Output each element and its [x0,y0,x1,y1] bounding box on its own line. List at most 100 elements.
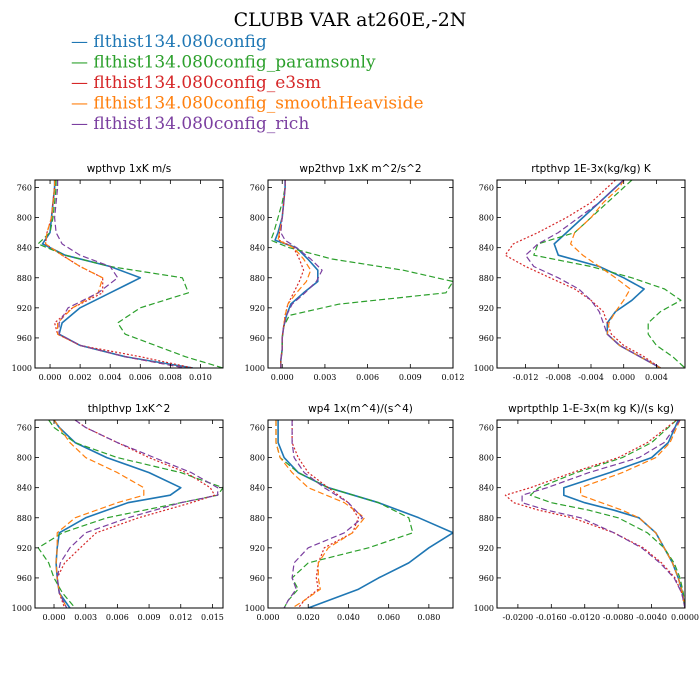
x-tick-label: -0.004 [578,373,604,382]
x-tick-label: 0.012 [442,373,465,382]
y-tick-label: 960 [17,574,32,583]
y-tick-label: 840 [479,244,494,253]
x-tick-label: 0.006 [106,613,129,622]
series-line [275,420,366,608]
panel-title: wp2thvp 1xK m^2/s^2 [299,163,421,175]
x-tick-label: 0.015 [201,613,224,622]
plot-frame [496,419,686,609]
x-tick-label: 0.003 [313,373,336,382]
y-tick-label: 920 [17,544,32,553]
y-tick-label: 840 [250,484,265,493]
y-tick-label: 960 [250,574,265,583]
x-tick-label: 0.004 [99,373,122,382]
y-tick-label: 920 [250,544,265,553]
series-line [53,420,182,608]
legend-entry: — flthist134.080config_paramsonly [71,53,376,73]
plot-frame [34,179,224,369]
chart-panel: rtpthvp 1E-3x(kg/kg) K 760 800 840 880 920 960… [474,163,686,382]
y-tick-label: 800 [17,214,32,223]
y-tick-label: 1000 [12,364,32,373]
x-tick-label: 0.004 [645,373,668,382]
series-line [579,420,685,608]
x-tick-label: 0.009 [399,373,422,382]
legend: — flthist134.080config— flthist134.080co… [71,32,424,134]
y-tick-label: 1000 [474,604,494,613]
x-tick-label: 0.080 [417,613,440,622]
legend-entry: — flthist134.080config [71,32,267,52]
y-tick-label: 840 [479,484,494,493]
y-tick-label: 760 [17,184,32,193]
x-tick-label: -0.0160 [536,613,567,622]
y-tick-label: 800 [17,454,32,463]
plot-frame [267,179,454,369]
y-tick-label: 1000 [245,364,265,373]
x-tick-label: 0.0000 [671,613,699,622]
y-tick-label: 1000 [474,364,494,373]
y-tick-label: 1000 [12,604,32,613]
series-line [37,180,223,368]
chart-panel: thlpthvp 1xK^2 760 800 840 880 920 960 1000 0.00… [12,403,224,622]
series-group [275,420,453,608]
chart-panel: wprtpthlp 1-E-3x(m kg K)/(s kg) 760 800 840… [474,403,699,622]
x-tick-label: 0.006 [356,373,379,382]
y-tick-label: 760 [479,184,494,193]
series-line [533,180,685,368]
x-tick-label: 0.002 [69,373,92,382]
y-tick-label: 840 [17,244,32,253]
x-tick-label: 0.040 [337,613,360,622]
x-tick-label: 0.000 [257,613,280,622]
series-line [529,420,685,608]
y-tick-label: 880 [479,514,494,523]
panel-title: wp4 1x(m^4)/(s^4) [308,403,413,415]
y-tick-label: 880 [479,274,494,283]
y-tick-label: 880 [17,274,32,283]
x-tick-label: 0.008 [159,373,182,382]
y-tick-label: 760 [250,184,265,193]
series-line [56,420,219,608]
x-tick-label: -0.008 [545,373,571,382]
legend-entry: — flthist134.080config_rich [71,114,309,134]
y-tick-label: 800 [250,454,265,463]
y-tick-label: 920 [17,304,32,313]
y-tick-label: 840 [17,484,32,493]
y-tick-label: 880 [250,514,265,523]
x-tick-label: 0.010 [189,373,212,382]
panel-title: wpthvp 1xK m/s [87,163,172,175]
y-tick-label: 760 [17,424,32,433]
x-tick-label: 0.009 [138,613,161,622]
legend-entry: — flthist134.080config_smoothHeaviside [71,94,424,114]
y-tick-label: 920 [479,304,494,313]
series-line [524,180,661,368]
x-tick-label: -0.0040 [636,613,667,622]
y-tick-label: 880 [17,514,32,523]
chart-panel: wp2thvp 1xK m^2/s^2 760 800 840 880 920 960 100… [245,163,465,382]
x-tick-label: 0.003 [74,613,97,622]
legend-entry: — flthist134.080config_e3sm [71,73,321,93]
panel-title: wprtpthlp 1-E-3x(m kg K)/(s kg) [508,403,674,415]
y-tick-label: 960 [250,334,265,343]
y-tick-label: 800 [479,214,494,223]
series-group [37,420,223,608]
chart-panel: wpthvp 1xK m/s 760 800 840 880 920 960 1000 0.00… [12,163,224,382]
y-tick-label: 960 [17,334,32,343]
figure-title: CLUBB VAR at260E,-2N [234,9,467,31]
panel-title: thlpthvp 1xK^2 [88,403,171,415]
series-line [280,180,323,368]
panel-grid: wpthvp 1xK m/s 760 800 840 880 920 960 1000 0.00… [12,163,699,622]
series-line [53,180,186,368]
x-tick-label: -0.012 [513,373,539,382]
x-tick-label: 0.060 [377,613,400,622]
x-tick-label: -0.0200 [503,613,534,622]
x-tick-label: 0.000 [271,373,294,382]
panel-title: rtpthvp 1E-3x(kg/kg) K [531,163,652,175]
y-tick-label: 840 [250,244,265,253]
series-group [37,180,223,368]
plot-frame [267,419,454,609]
x-tick-label: 0.012 [169,613,192,622]
y-tick-label: 760 [479,424,494,433]
chart-panel: wp4 1x(m^4)/(s^4)76080084088092096010000… [245,403,454,622]
x-tick-label: 0.000 [612,373,635,382]
y-tick-label: 960 [479,334,494,343]
y-tick-label: 760 [250,424,265,433]
